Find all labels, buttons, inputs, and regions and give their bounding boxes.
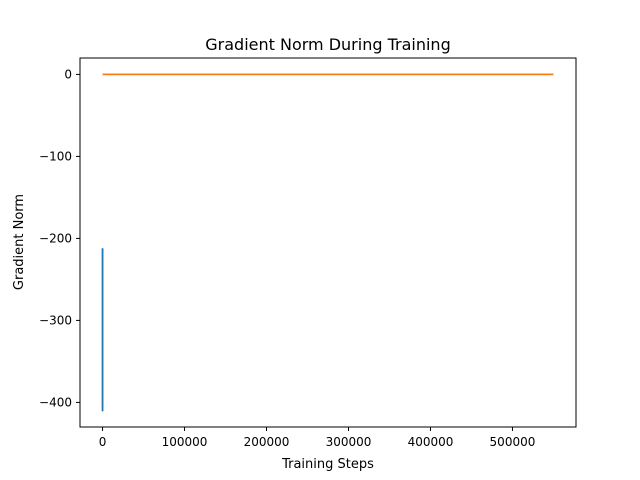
y-tick-label: −400 [39,395,72,409]
x-tick-label: 400000 [408,435,454,449]
y-axis: 0 −100 −200 −300 −400 [39,67,80,409]
y-tick-label: 0 [64,67,72,81]
x-tick-label: 200000 [244,435,290,449]
x-axis-label: Training Steps [281,457,374,472]
y-tick-label: −200 [39,231,72,245]
y-axis-label: Gradient Norm [12,194,27,290]
x-tick-label: 0 [99,435,107,449]
y-tick-label: −100 [39,149,72,163]
chart-title: Gradient Norm During Training [205,35,450,54]
axes-frame [79,57,577,428]
plot-area [101,73,554,412]
x-tick-label: 100000 [162,435,208,449]
x-tick-label: 500000 [490,435,536,449]
x-tick-label: 300000 [326,435,372,449]
x-axis: 0 100000 200000 300000 400000 500000 [99,427,536,449]
y-tick-label: −300 [39,313,72,327]
